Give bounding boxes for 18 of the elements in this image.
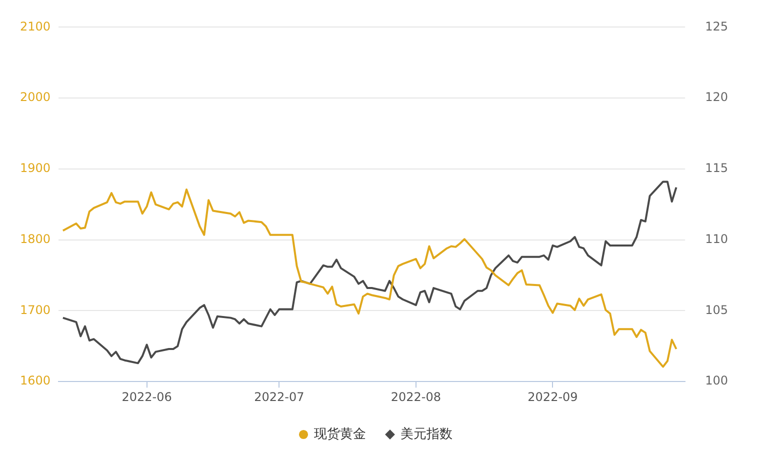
x-tick-label: 2022-08 [390,390,442,404]
x-tick-label: 2022-09 [528,390,578,404]
x-tick-label: 2022-07 [254,390,304,404]
y2-tick-label: 110 [705,232,728,246]
y-tick-label: 1600 [20,374,51,388]
legend-label: 现货黄金 [314,426,366,442]
y-tick-label: 1700 [20,302,51,317]
y2-tick-label: 125 [705,19,728,34]
y2-tick-label: 120 [705,90,728,104]
y-tick-label: 2100 [20,19,51,34]
y-tick-label: 1800 [20,232,51,246]
y2-tick-label: 100 [705,374,728,388]
y-tick-label: 2000 [20,90,51,104]
legend-label: 美元指数 [400,426,452,442]
y2-tick-label: 105 [705,302,728,317]
y-tick-label: 1900 [20,161,51,176]
x-tick-label: 2022-06 [122,390,172,404]
y2-tick-label: 115 [705,161,728,176]
